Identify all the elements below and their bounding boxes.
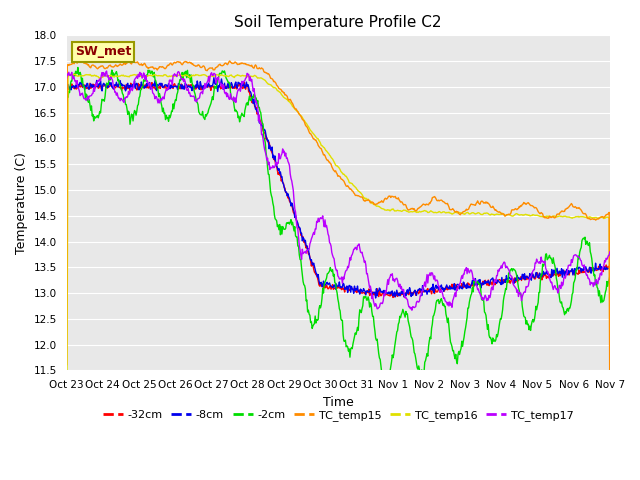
Y-axis label: Temperature (C): Temperature (C) <box>15 152 28 254</box>
Title: Soil Temperature Profile C2: Soil Temperature Profile C2 <box>234 15 442 30</box>
X-axis label: Time: Time <box>323 396 354 408</box>
Legend: -32cm, -8cm, -2cm, TC_temp15, TC_temp16, TC_temp17: -32cm, -8cm, -2cm, TC_temp15, TC_temp16,… <box>99 406 578 425</box>
Text: SW_met: SW_met <box>75 46 131 59</box>
